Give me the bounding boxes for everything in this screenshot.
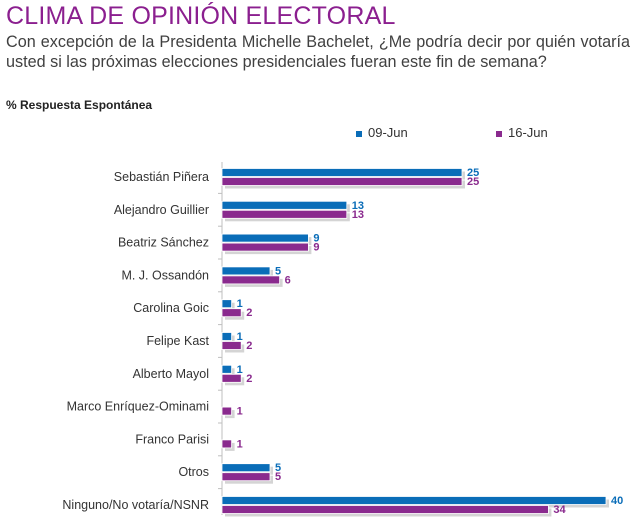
category-label: Franco Parisi xyxy=(135,432,209,446)
bar-series-2 xyxy=(221,209,348,219)
response-note: % Respuesta Espontánea xyxy=(6,98,153,112)
bar-series-2 xyxy=(221,439,233,449)
data-label-series-1: 25 xyxy=(467,167,479,179)
data-label-series-1: 1 xyxy=(237,364,243,376)
data-label-series-1: 5 xyxy=(275,462,281,474)
category-label: Felipe Kast xyxy=(146,334,209,348)
legend-swatch-series-2 xyxy=(496,130,502,137)
data-label-series-2: 25 xyxy=(467,176,479,188)
category-label: M. J. Ossandón xyxy=(121,268,209,282)
survey-question: Con excepción de la Presidenta Michelle … xyxy=(6,33,630,71)
category-label: Alejandro Guillier xyxy=(114,203,209,217)
data-label-series-2: 1 xyxy=(237,406,243,418)
bar-series-1 xyxy=(221,200,348,210)
bar-series-2 xyxy=(221,177,463,186)
bar-series-2 xyxy=(221,242,309,252)
bar-series-2 xyxy=(221,406,233,416)
legend-label-series-2: 16-Jun xyxy=(508,125,548,140)
bar-series-2 xyxy=(221,472,271,482)
data-label-series-1: 13 xyxy=(352,200,364,212)
bar-series-1 xyxy=(221,496,607,505)
data-label-series-2: 5 xyxy=(275,471,281,483)
bar-series-1 xyxy=(221,266,271,276)
category-label: Beatriz Sánchez xyxy=(118,236,209,250)
bar-series-1 xyxy=(221,233,309,243)
legend-swatch-series-1 xyxy=(356,130,362,137)
data-label-series-2: 6 xyxy=(285,274,291,286)
category-label: Marco Enríquez-Ominami xyxy=(67,400,209,414)
bar-series-1 xyxy=(221,168,463,177)
bar-series-2 xyxy=(221,275,280,285)
data-label-series-1: 9 xyxy=(313,233,319,245)
chart-title: CLIMA DE OPINIÓN ELECTORAL xyxy=(6,2,396,30)
data-label-series-2: 34 xyxy=(553,504,566,516)
legend-label-series-1: 09-Jun xyxy=(368,125,408,140)
bar-series-1 xyxy=(221,299,233,309)
data-label-series-2: 9 xyxy=(313,242,319,254)
data-label-series-2: 13 xyxy=(352,209,364,221)
bar-series-2 xyxy=(221,308,242,318)
bar-series-2 xyxy=(221,505,549,514)
data-label-series-2: 1 xyxy=(237,438,243,450)
category-label: Carolina Goic xyxy=(133,301,209,315)
data-label-series-2: 2 xyxy=(246,340,252,352)
category-label: Alberto Mayol xyxy=(133,367,209,381)
data-label-series-1: 1 xyxy=(237,331,243,343)
legend-item-series-2: 16-Jun xyxy=(496,125,548,140)
category-label: Otros xyxy=(178,465,209,479)
category-label: Sebastián Piñera xyxy=(114,170,209,184)
bar-series-1 xyxy=(221,364,233,374)
data-label-series-2: 2 xyxy=(246,307,252,319)
bar-series-2 xyxy=(221,341,242,350)
category-label: Ninguno/No votaría/NSNR xyxy=(62,498,209,512)
data-label-series-1: 40 xyxy=(611,495,623,507)
data-label-series-1: 1 xyxy=(237,298,243,310)
data-label-series-1: 5 xyxy=(275,265,281,277)
data-label-series-2: 2 xyxy=(246,373,252,385)
bar-series-1 xyxy=(221,463,271,473)
legend-item-series-1: 09-Jun xyxy=(356,125,408,140)
bar-series-1 xyxy=(221,332,233,341)
bar-series-2 xyxy=(221,373,242,383)
